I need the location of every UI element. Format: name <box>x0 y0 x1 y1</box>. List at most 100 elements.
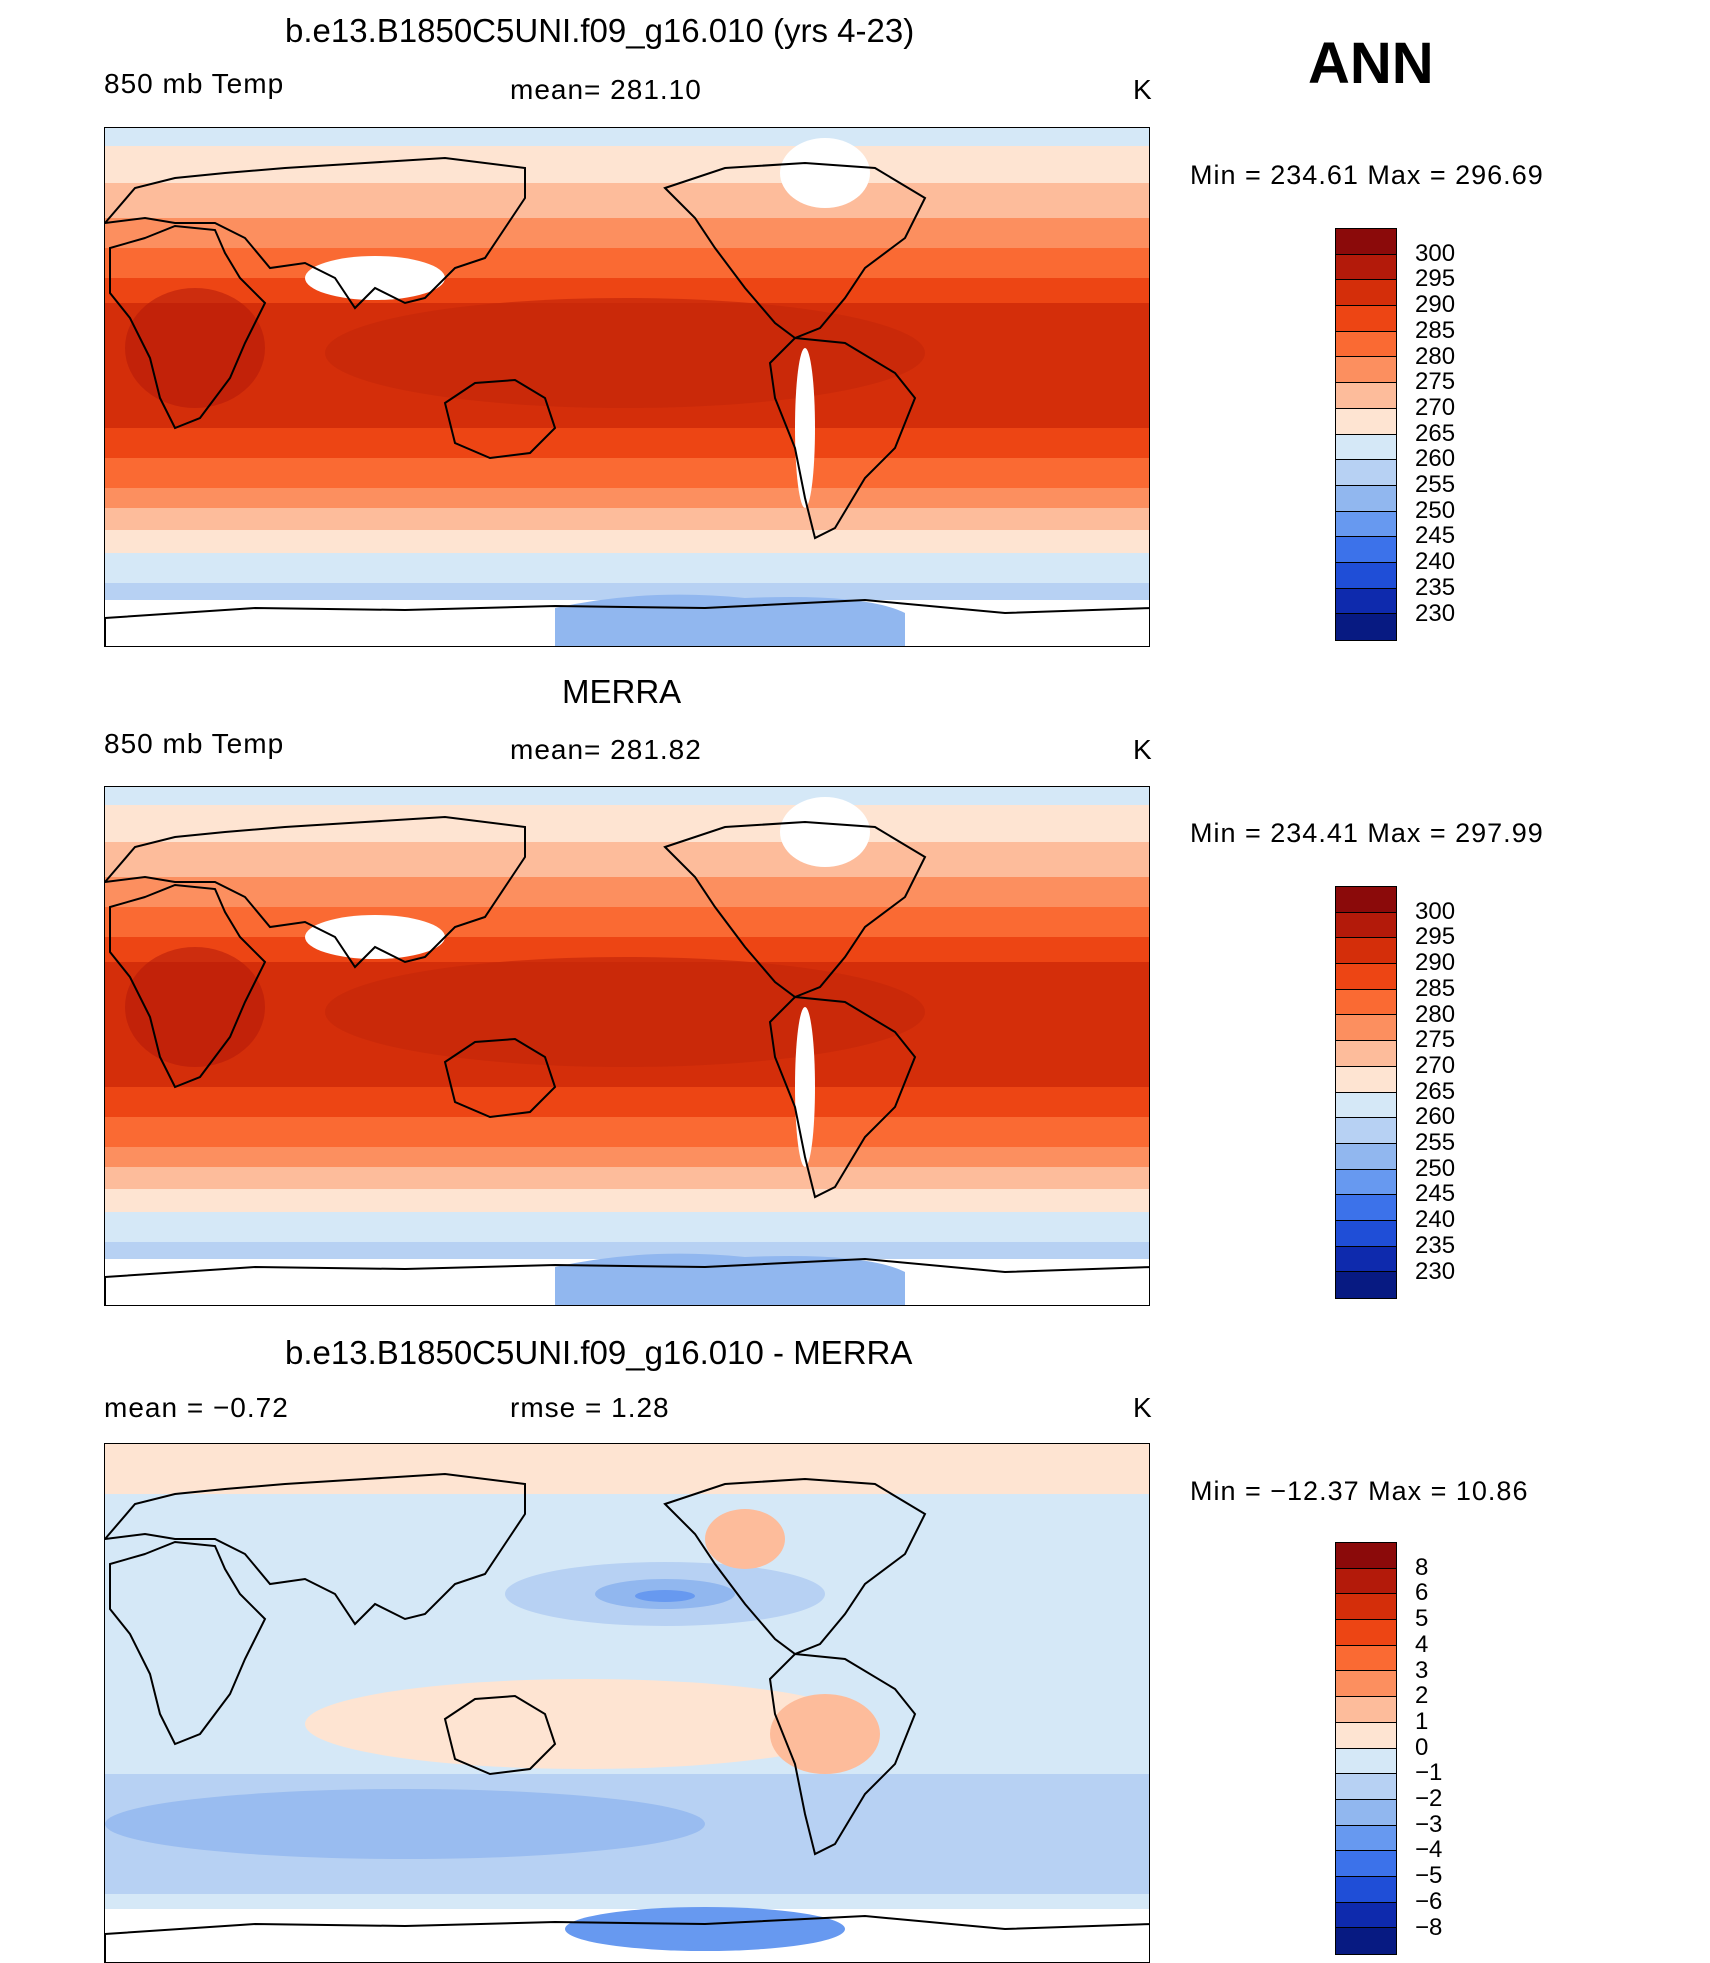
colorbar-tick-label: 285 <box>1415 974 1456 1002</box>
colorbar-swatch <box>1336 1220 1396 1247</box>
colorbar-swatches <box>1335 1542 1397 1955</box>
coastline <box>109 224 267 430</box>
colorbar-swatch <box>1336 1671 1396 1698</box>
colorbar-swatch <box>1336 562 1396 589</box>
colorbar-swatch <box>1336 280 1396 307</box>
colorbar-tick-label: 280 <box>1415 342 1456 370</box>
colorbar-tick-label: 260 <box>1415 1103 1456 1131</box>
colorbar-swatch <box>1336 1143 1396 1170</box>
colorbar-tick-label: 300 <box>1415 897 1456 925</box>
panel-2-map <box>104 786 1150 1306</box>
season-label: ANN <box>1308 31 1434 96</box>
colorbar-tick-label: 255 <box>1415 471 1456 498</box>
coastline <box>109 1540 267 1746</box>
colorbar-tick-label: 270 <box>1415 393 1456 421</box>
panel-3-minmax: Min = −12.37 Max = 10.86 <box>1190 1476 1529 1506</box>
colorbar-swatch <box>1336 1902 1396 1929</box>
colorbar-tick-label: 2 <box>1415 1682 1429 1710</box>
colorbar-tick-label: 4 <box>1415 1630 1429 1658</box>
colorbar-tick-label: 1 <box>1415 1707 1429 1735</box>
colorbar-tick-label: 240 <box>1415 548 1456 576</box>
colorbar-swatch <box>1336 1799 1396 1826</box>
colorbar-swatch <box>1336 254 1396 281</box>
colorbar-swatch <box>1336 1748 1396 1775</box>
colorbar-swatch <box>1336 229 1396 255</box>
coastline <box>768 336 917 540</box>
colorbar-swatch <box>1336 306 1396 332</box>
panel-2-title: MERRA <box>562 673 682 710</box>
colorbar-swatch <box>1336 1543 1396 1569</box>
colorbar-swatch <box>1336 1851 1396 1877</box>
colorbar-swatch <box>1336 614 1396 640</box>
colorbar-swatch <box>1336 1928 1396 1954</box>
colorbar-tick-label: 235 <box>1415 573 1456 601</box>
colorbar-swatch <box>1336 912 1396 939</box>
colorbar-swatch <box>1336 588 1396 615</box>
colorbar-tick-label: 8 <box>1415 1553 1429 1581</box>
colorbar-swatch <box>1336 1697 1396 1723</box>
colorbar-swatch <box>1336 1620 1396 1646</box>
colorbar-tick-label: 265 <box>1415 1077 1456 1105</box>
panel-3-rmse-label: rmse = 1.28 <box>510 1392 670 1423</box>
coastline <box>663 1477 927 1656</box>
colorbar-swatch <box>1336 1118 1396 1144</box>
coastline <box>768 995 917 1199</box>
colorbar-swatch <box>1336 964 1396 990</box>
colorbar-swatch <box>1336 357 1396 384</box>
colorbar-swatch <box>1336 1825 1396 1852</box>
colorbar-tick-label: 270 <box>1415 1051 1456 1079</box>
colorbar-tick-label: 250 <box>1415 496 1456 524</box>
panel-3-title: b.e13.B1850C5UNI.f09_g16.010 - MERRA <box>285 1334 913 1371</box>
panel-3-units-label: K <box>1133 1392 1153 1423</box>
panel-2-variable-label: 850 mb Temp <box>104 728 285 759</box>
colorbar-tick-label: 290 <box>1415 949 1456 977</box>
colorbar-tick-label: −8 <box>1415 1913 1443 1941</box>
colorbar-tick-label: 0 <box>1415 1733 1429 1761</box>
colorbar-tick-label: 230 <box>1415 1257 1456 1285</box>
colorbar-tick-label: 260 <box>1415 445 1456 473</box>
colorbar-swatch <box>1336 383 1396 409</box>
panel-3-map <box>104 1443 1150 1963</box>
colorbar-tick-label: −2 <box>1415 1785 1443 1812</box>
colorbar-swatch <box>1336 1876 1396 1903</box>
coastline <box>663 820 927 999</box>
colorbar-swatches <box>1335 886 1397 1299</box>
colorbar-tick-label: −3 <box>1415 1810 1443 1838</box>
coastline <box>105 156 526 310</box>
coastline <box>105 1472 526 1626</box>
coastline <box>663 161 927 340</box>
colorbar-tick-label: 295 <box>1415 923 1456 951</box>
colorbar-swatches <box>1335 228 1397 641</box>
colorbar-tick-label: −1 <box>1415 1759 1443 1787</box>
colorbar-tick-label: 235 <box>1415 1231 1456 1259</box>
panel-3-mean-label: mean = −0.72 <box>104 1392 289 1423</box>
colorbar-swatch <box>1336 1169 1396 1196</box>
colorbar-swatch <box>1336 1594 1396 1621</box>
colorbar-swatch <box>1336 434 1396 461</box>
colorbar-tick-label: −5 <box>1415 1862 1443 1890</box>
coastline <box>105 815 526 969</box>
colorbar-tick-label: 300 <box>1415 239 1456 267</box>
colorbar-swatch <box>1336 1568 1396 1595</box>
coastline <box>105 1914 1149 1962</box>
colorbar-swatch <box>1336 1645 1396 1672</box>
panel-1-minmax: Min = 234.61 Max = 296.69 <box>1190 160 1544 190</box>
colorbar-swatch <box>1336 938 1396 965</box>
colorbar-tick-label: 245 <box>1415 1180 1456 1208</box>
panel-2-minmax: Min = 234.41 Max = 297.99 <box>1190 818 1544 848</box>
colorbar-tick-label: 295 <box>1415 265 1456 293</box>
colorbar-tick-label: 250 <box>1415 1154 1456 1182</box>
colorbar-swatch <box>1336 485 1396 512</box>
coastline <box>768 1652 917 1856</box>
coastline <box>443 1694 557 1776</box>
coastline <box>105 1257 1149 1305</box>
colorbar-tick-label: 275 <box>1415 368 1456 396</box>
colorbar-swatch <box>1336 1722 1396 1749</box>
colorbar-tick-label: 265 <box>1415 419 1456 447</box>
colorbar-swatch <box>1336 1246 1396 1273</box>
panel-1-variable-label: 850 mb Temp <box>104 68 285 99</box>
colorbar-swatch <box>1336 1041 1396 1067</box>
colorbar-swatch <box>1336 1774 1396 1800</box>
colorbar-swatch <box>1336 1015 1396 1042</box>
colorbar-tick-label: 5 <box>1415 1605 1429 1633</box>
